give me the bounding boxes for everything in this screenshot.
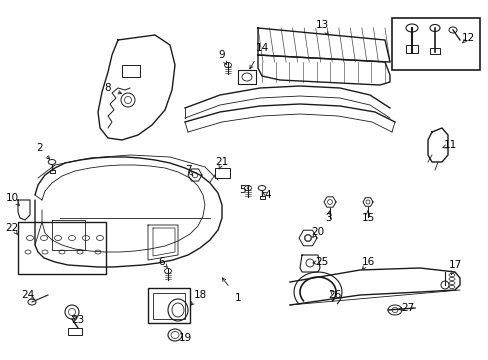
Text: 15: 15: [361, 213, 374, 223]
Polygon shape: [258, 28, 389, 62]
Bar: [153, 293, 184, 319]
Bar: [68, 328, 82, 335]
Text: 12: 12: [461, 33, 474, 43]
Bar: [122, 65, 140, 77]
Text: 26: 26: [328, 290, 341, 300]
Bar: [238, 70, 256, 84]
Text: 22: 22: [5, 223, 19, 233]
Text: 24: 24: [21, 290, 35, 300]
Text: 27: 27: [401, 303, 414, 313]
Bar: [148, 288, 190, 323]
Text: 21: 21: [215, 157, 228, 167]
Bar: [391, 18, 479, 70]
Text: 1: 1: [234, 293, 241, 303]
Text: 16: 16: [361, 257, 374, 267]
Text: 17: 17: [447, 260, 461, 270]
Text: 6: 6: [159, 257, 165, 267]
Text: 9: 9: [218, 50, 225, 60]
Text: 8: 8: [104, 83, 111, 93]
Polygon shape: [258, 55, 389, 85]
Text: 20: 20: [311, 227, 324, 237]
Text: 7: 7: [184, 165, 191, 175]
Text: 2: 2: [37, 143, 43, 153]
Text: 18: 18: [193, 290, 206, 300]
Bar: [18, 222, 106, 274]
Bar: [49, 170, 54, 172]
Text: 10: 10: [5, 193, 19, 203]
Text: 14: 14: [255, 43, 268, 53]
Bar: [259, 195, 264, 198]
Bar: [429, 48, 439, 54]
Text: 4: 4: [264, 190, 271, 200]
Text: 5: 5: [238, 185, 245, 195]
Text: 3: 3: [324, 213, 331, 223]
Text: 23: 23: [71, 315, 84, 325]
Bar: [405, 45, 417, 53]
Text: 13: 13: [315, 20, 328, 30]
Text: 19: 19: [178, 333, 191, 343]
Text: 11: 11: [443, 140, 456, 150]
Bar: [215, 168, 229, 178]
Text: 25: 25: [315, 257, 328, 267]
